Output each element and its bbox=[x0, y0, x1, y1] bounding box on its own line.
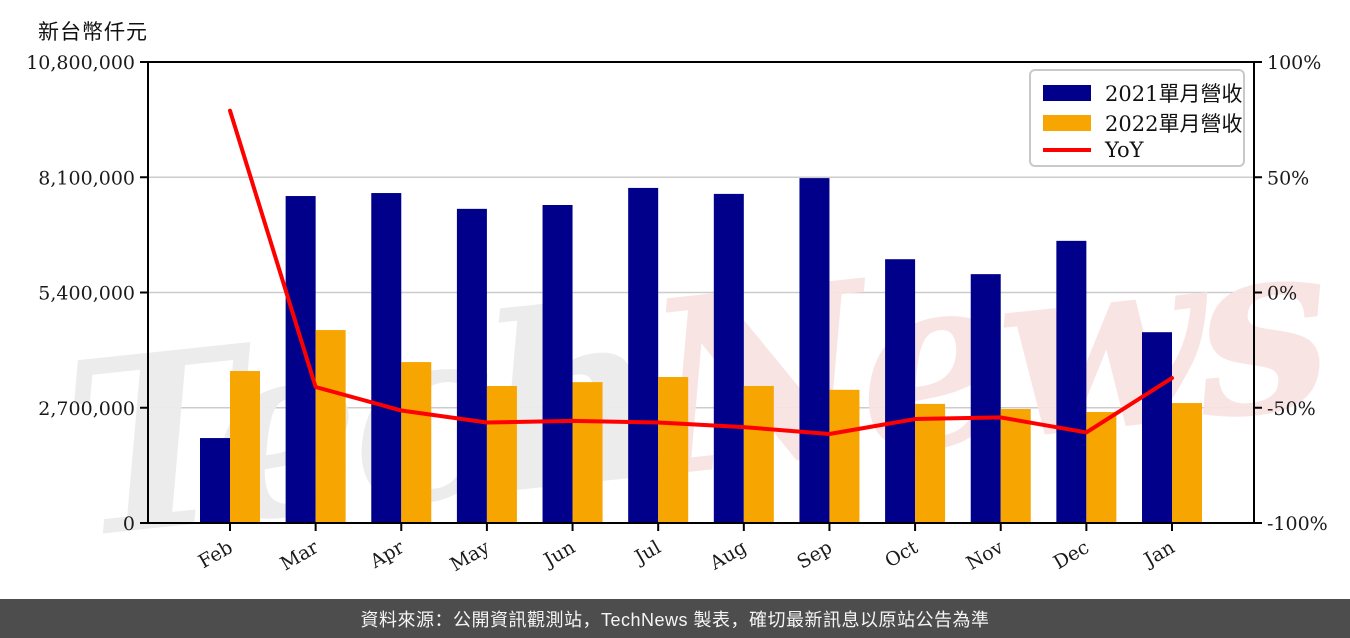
legend-item-2021: 2021單月營收 bbox=[1043, 78, 1242, 108]
bar-2021單月營收-Feb bbox=[200, 438, 230, 523]
chart-svg: TechNews02,700,0005,400,0008,100,00010,8… bbox=[26, 52, 1339, 593]
bar-2022單月營收-Mar bbox=[315, 330, 346, 523]
x-tick-label: Oct bbox=[881, 536, 922, 572]
y-left-tick-label: 0 bbox=[123, 513, 135, 535]
y-right-tick-label: 50% bbox=[1267, 167, 1309, 189]
legend-label-2022: 2022單月營收 bbox=[1105, 112, 1243, 136]
y-left-tick-label: 8,100,000 bbox=[38, 167, 135, 189]
footer-bar: 資料來源：公開資訊觀測站，TechNews 製表，確切最新訊息以原站公告為準 bbox=[0, 599, 1350, 638]
legend-swatch-yoy-icon bbox=[1043, 148, 1091, 152]
bar-2021單月營收-Nov bbox=[970, 274, 1001, 523]
legend-item-2022: 2022單月營收 bbox=[1043, 108, 1242, 138]
x-tick-label: Sep bbox=[793, 536, 836, 573]
y-right-tick-label: 0% bbox=[1267, 283, 1297, 305]
bar-2021單月營收-Aug bbox=[713, 193, 744, 523]
y-left-tick-label: 2,700,000 bbox=[38, 398, 135, 420]
bar-2022單月營收-Nov bbox=[1000, 409, 1031, 523]
bar-2021單月營收-Mar bbox=[285, 196, 316, 523]
bar-2021單月營收-Jun bbox=[542, 204, 573, 524]
x-tick-label: Aug bbox=[705, 536, 750, 575]
x-tick-label: Jan bbox=[1139, 536, 1179, 572]
bar-2021單月營收-Oct bbox=[885, 259, 916, 523]
y-right-tick-label: 100% bbox=[1267, 52, 1321, 74]
bar-2022單月營收-Jun bbox=[572, 382, 603, 523]
legend: 2021單月營收 2022單月營收 YoY bbox=[1029, 69, 1245, 167]
legend-item-yoy: YoY bbox=[1043, 138, 1231, 162]
bar-2021單月營收-Jul bbox=[628, 187, 659, 523]
bar-2022單月營收-Aug bbox=[743, 385, 774, 523]
bar-2022單月營收-Oct bbox=[915, 403, 946, 523]
bar-2022單月營收-May bbox=[486, 385, 517, 523]
legend-label-2021: 2021單月營收 bbox=[1105, 82, 1243, 106]
bar-2022單月營收-Feb bbox=[230, 371, 260, 523]
bar-2022單月營收-Jan bbox=[1172, 403, 1202, 523]
bar-2021單月營收-May bbox=[456, 208, 487, 523]
y-axis-title: 新台幣仟元 bbox=[38, 20, 148, 44]
bar-2022單月營收-Sep bbox=[829, 389, 860, 523]
x-tick-label: Nov bbox=[963, 536, 1008, 575]
bar-2022單月營收-Jul bbox=[658, 377, 689, 523]
legend-swatch-2021-icon bbox=[1043, 85, 1091, 101]
y-left-tick-label: 10,800,000 bbox=[26, 52, 135, 74]
yoy-line bbox=[228, 108, 1174, 437]
x-tick-label: Jul bbox=[629, 536, 664, 569]
legend-label-yoy: YoY bbox=[1105, 138, 1144, 162]
y-left-tick-label: 5,400,000 bbox=[38, 283, 135, 305]
bar-2021單月營收-Dec bbox=[1056, 240, 1087, 523]
bar-2021單月營收-Apr bbox=[371, 193, 402, 523]
y-right-tick-label: -50% bbox=[1267, 398, 1316, 420]
y-right-tick-label: -100% bbox=[1267, 513, 1328, 535]
bar-2022單月營收-Apr bbox=[401, 362, 432, 523]
legend-swatch-2022-icon bbox=[1043, 115, 1091, 131]
bar-2021單月營收-Sep bbox=[799, 178, 830, 523]
x-tick-label: Dec bbox=[1050, 536, 1093, 574]
bar-2021單月營收-Jan bbox=[1142, 332, 1172, 523]
footer-source-text: 資料來源：公開資訊觀測站，TechNews 製表，確切最新訊息以原站公告為準 bbox=[360, 609, 990, 630]
